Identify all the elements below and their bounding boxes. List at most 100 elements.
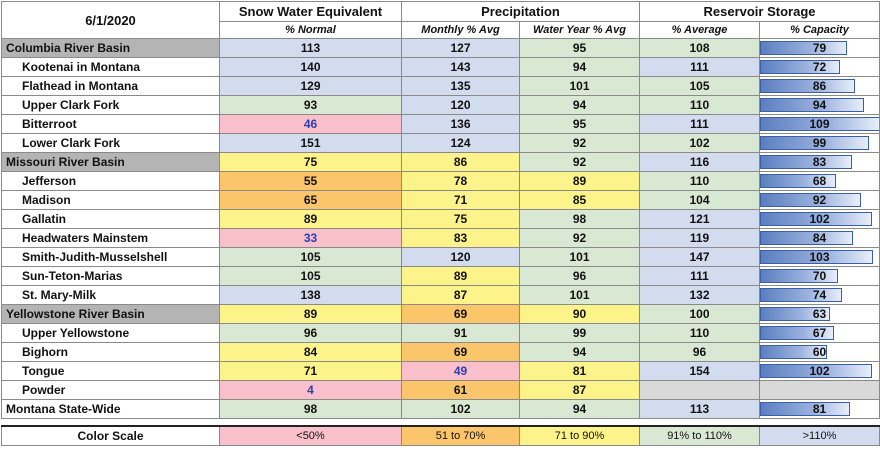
water-year-avg-header: Water Year % Avg [519,21,640,39]
basin-row: Yellowstone River Basin 89 69 90 100 63 [1,304,880,324]
region-name: Smith-Judith-Musselshell [1,247,220,267]
reservoir-average-cell: 96 [639,342,760,362]
precip-group-header: Precipitation [401,1,640,22]
reservoir-average-cell: 113 [639,399,760,419]
reservoir-average-cell: 154 [639,361,760,381]
swe-cell: 151 [219,133,402,153]
swe-cell: 98 [219,399,402,419]
water-year-avg-cell: 101 [519,247,640,267]
water-year-avg-cell: 81 [519,361,640,381]
reservoir-average-cell: 147 [639,247,760,267]
monthly-avg-cell: 83 [401,228,520,248]
basin-row: Missouri River Basin 75 86 92 116 83 [1,152,880,172]
capacity-value: 83 [812,155,827,169]
reservoir-average-cell: 105 [639,76,760,96]
monthly-avg-cell: 71 [401,190,520,210]
monthly-avg-cell: 75 [401,209,520,229]
swe-cell: 129 [219,76,402,96]
capacity-value: 74 [812,288,827,302]
region-name: Upper Clark Fork [1,95,220,115]
sub-basin-row: Gallatin 89 75 98 121 102 [1,209,880,229]
reservoir-group-header: Reservoir Storage [639,1,880,22]
capacity-bar [760,117,879,131]
capacity-bar [760,98,864,112]
spacer-cell [401,418,520,427]
reservoir-capacity-cell [759,380,880,400]
swe-cell: 113 [219,38,402,58]
water-year-avg-cell: 94 [519,57,640,77]
region-name: Headwaters Mainstem [1,228,220,248]
basin-row: Columbia River Basin 113 127 95 108 79 [1,38,880,58]
swe-cell: 138 [219,285,402,305]
sub-basin-row: Kootenai in Montana 140 143 94 111 72 [1,57,880,77]
color-scale-bin: 71 to 90% [519,425,640,446]
monthly-avg-cell: 87 [401,285,520,305]
reservoir-capacity-cell: 83 [759,152,880,172]
swe-cell: 46 [219,114,402,134]
reservoir-capacity-cell: 68 [759,171,880,191]
swe-cell: 96 [219,323,402,343]
reservoir-capacity-cell: 92 [759,190,880,210]
reservoir-capacity-cell: 84 [759,228,880,248]
spacer-cell [1,418,220,427]
color-scale-bin: 91% to 110% [639,425,760,446]
capacity-bar [760,231,853,245]
swe-cell: 75 [219,152,402,172]
region-name: Bighorn [1,342,220,362]
swe-group-header: Snow Water Equivalent [219,1,402,22]
capacity-value: 72 [812,60,827,74]
capacity-value: 60 [812,345,827,359]
water-year-avg-cell: 94 [519,342,640,362]
capacity-bar [760,174,836,188]
capacity-bar [760,136,870,150]
reservoir-average-cell: 111 [639,114,760,134]
sub-basin-row: Bitterroot 46 136 95 111 109 [1,114,880,134]
sub-basin-row: Flathead in Montana 129 135 101 105 86 [1,76,880,96]
color-scale-row: Color Scale <50% 51 to 70% 71 to 90% 91% to … [1,425,880,446]
monthly-avg-cell: 124 [401,133,520,153]
swe-cell: 55 [219,171,402,191]
capacity-bar [760,364,873,378]
reservoir-average-cell: 111 [639,57,760,77]
region-name: Missouri River Basin [1,152,220,172]
snowpack-summary-table: 6/1/2020 Snow Water Equivalent Precipita… [1,1,880,446]
reservoir-capacity-cell: 94 [759,95,880,115]
reservoir-average-cell: 104 [639,190,760,210]
region-name: Madison [1,190,220,210]
capacity-value: 102 [809,212,830,226]
reservoir-capacity-cell: 79 [759,38,880,58]
capacity-bar [760,288,843,302]
water-year-avg-cell: 87 [519,380,640,400]
capacity-value: 67 [812,326,827,340]
water-year-avg-cell: 89 [519,171,640,191]
sub-basin-row: Tongue 71 49 81 154 102 [1,361,880,381]
monthly-avg-cell: 102 [401,399,520,419]
capacity-bar [760,60,840,74]
capacity-bar [760,250,874,264]
reservoir-capacity-header: % Capacity [759,21,880,39]
water-year-avg-cell: 92 [519,152,640,172]
monthly-avg-cell: 136 [401,114,520,134]
monthly-avg-cell: 120 [401,247,520,267]
capacity-bar [760,326,835,340]
water-year-avg-cell: 90 [519,304,640,324]
sub-basin-row: Jefferson 55 78 89 110 68 [1,171,880,191]
capacity-value: 63 [812,307,827,321]
swe-cell: 89 [219,304,402,324]
spacer-row [1,418,880,427]
monthly-avg-cell: 69 [401,342,520,362]
sub-basin-row: Sun-Teton-Marias 105 89 96 111 70 [1,266,880,286]
header-sub-row: % Normal Monthly % Avg Water Year % Avg … [2,21,880,39]
sub-basin-row: Upper Yellowstone 96 91 99 110 67 [1,323,880,343]
capacity-bar [760,41,848,55]
water-year-avg-cell: 92 [519,228,640,248]
monthly-avg-cell: 127 [401,38,520,58]
reservoir-average-cell: 110 [639,171,760,191]
monthly-avg-cell: 78 [401,171,520,191]
capacity-value: 92 [812,193,827,207]
sub-basin-row: Headwaters Mainstem 33 83 92 119 84 [1,228,880,248]
region-name: St. Mary-Milk [1,285,220,305]
region-name: Columbia River Basin [1,38,220,58]
region-name: Lower Clark Fork [1,133,220,153]
reservoir-capacity-cell: 102 [759,209,880,229]
